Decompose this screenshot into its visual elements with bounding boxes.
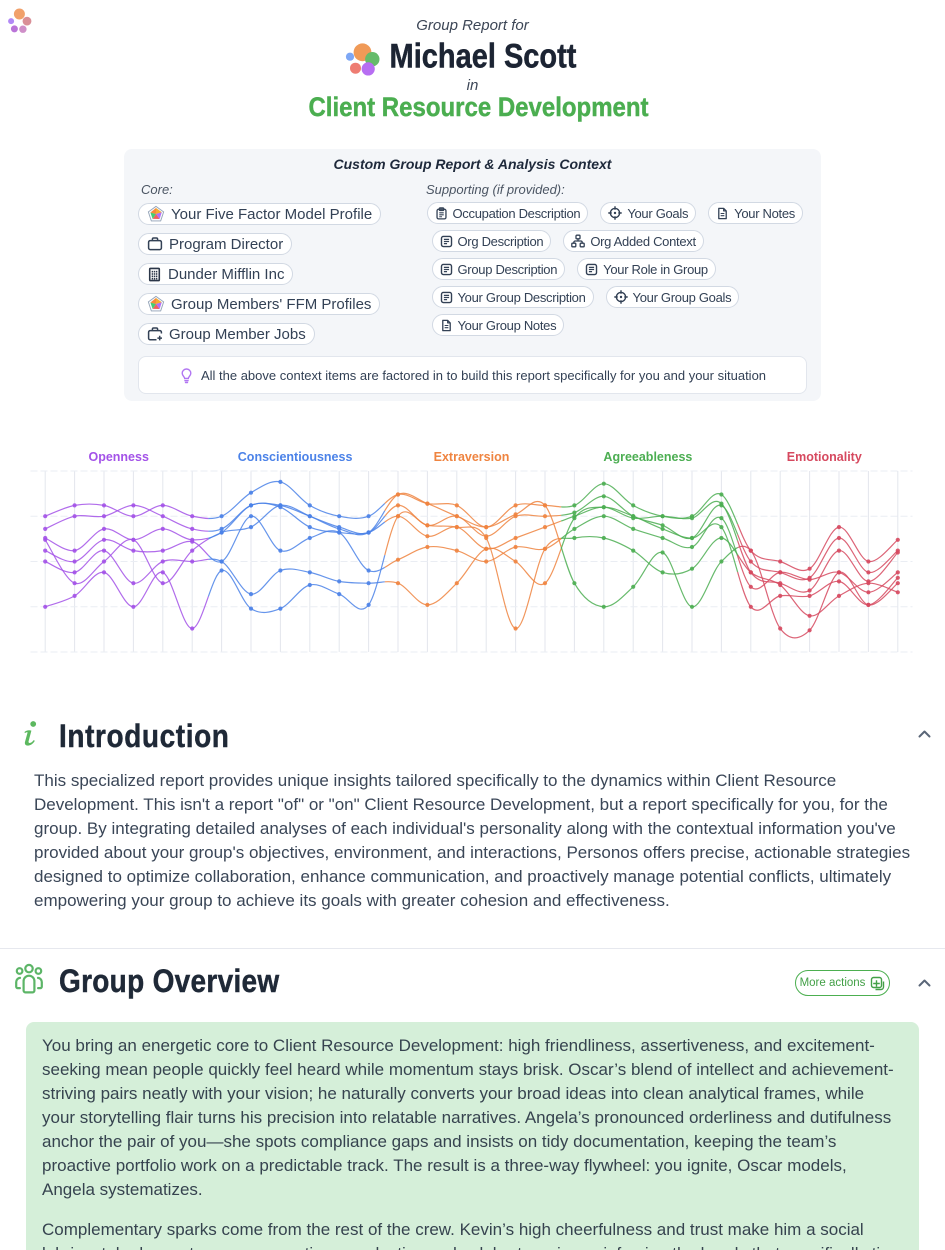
svg-text:Extraversion: Extraversion [434, 450, 510, 464]
svg-text:Emotionality: Emotionality [787, 450, 862, 464]
svg-text:Agreeableness: Agreeableness [603, 450, 692, 464]
svg-text:Openness: Openness [88, 450, 148, 464]
svg-text:Conscientiousness: Conscientiousness [238, 450, 353, 464]
